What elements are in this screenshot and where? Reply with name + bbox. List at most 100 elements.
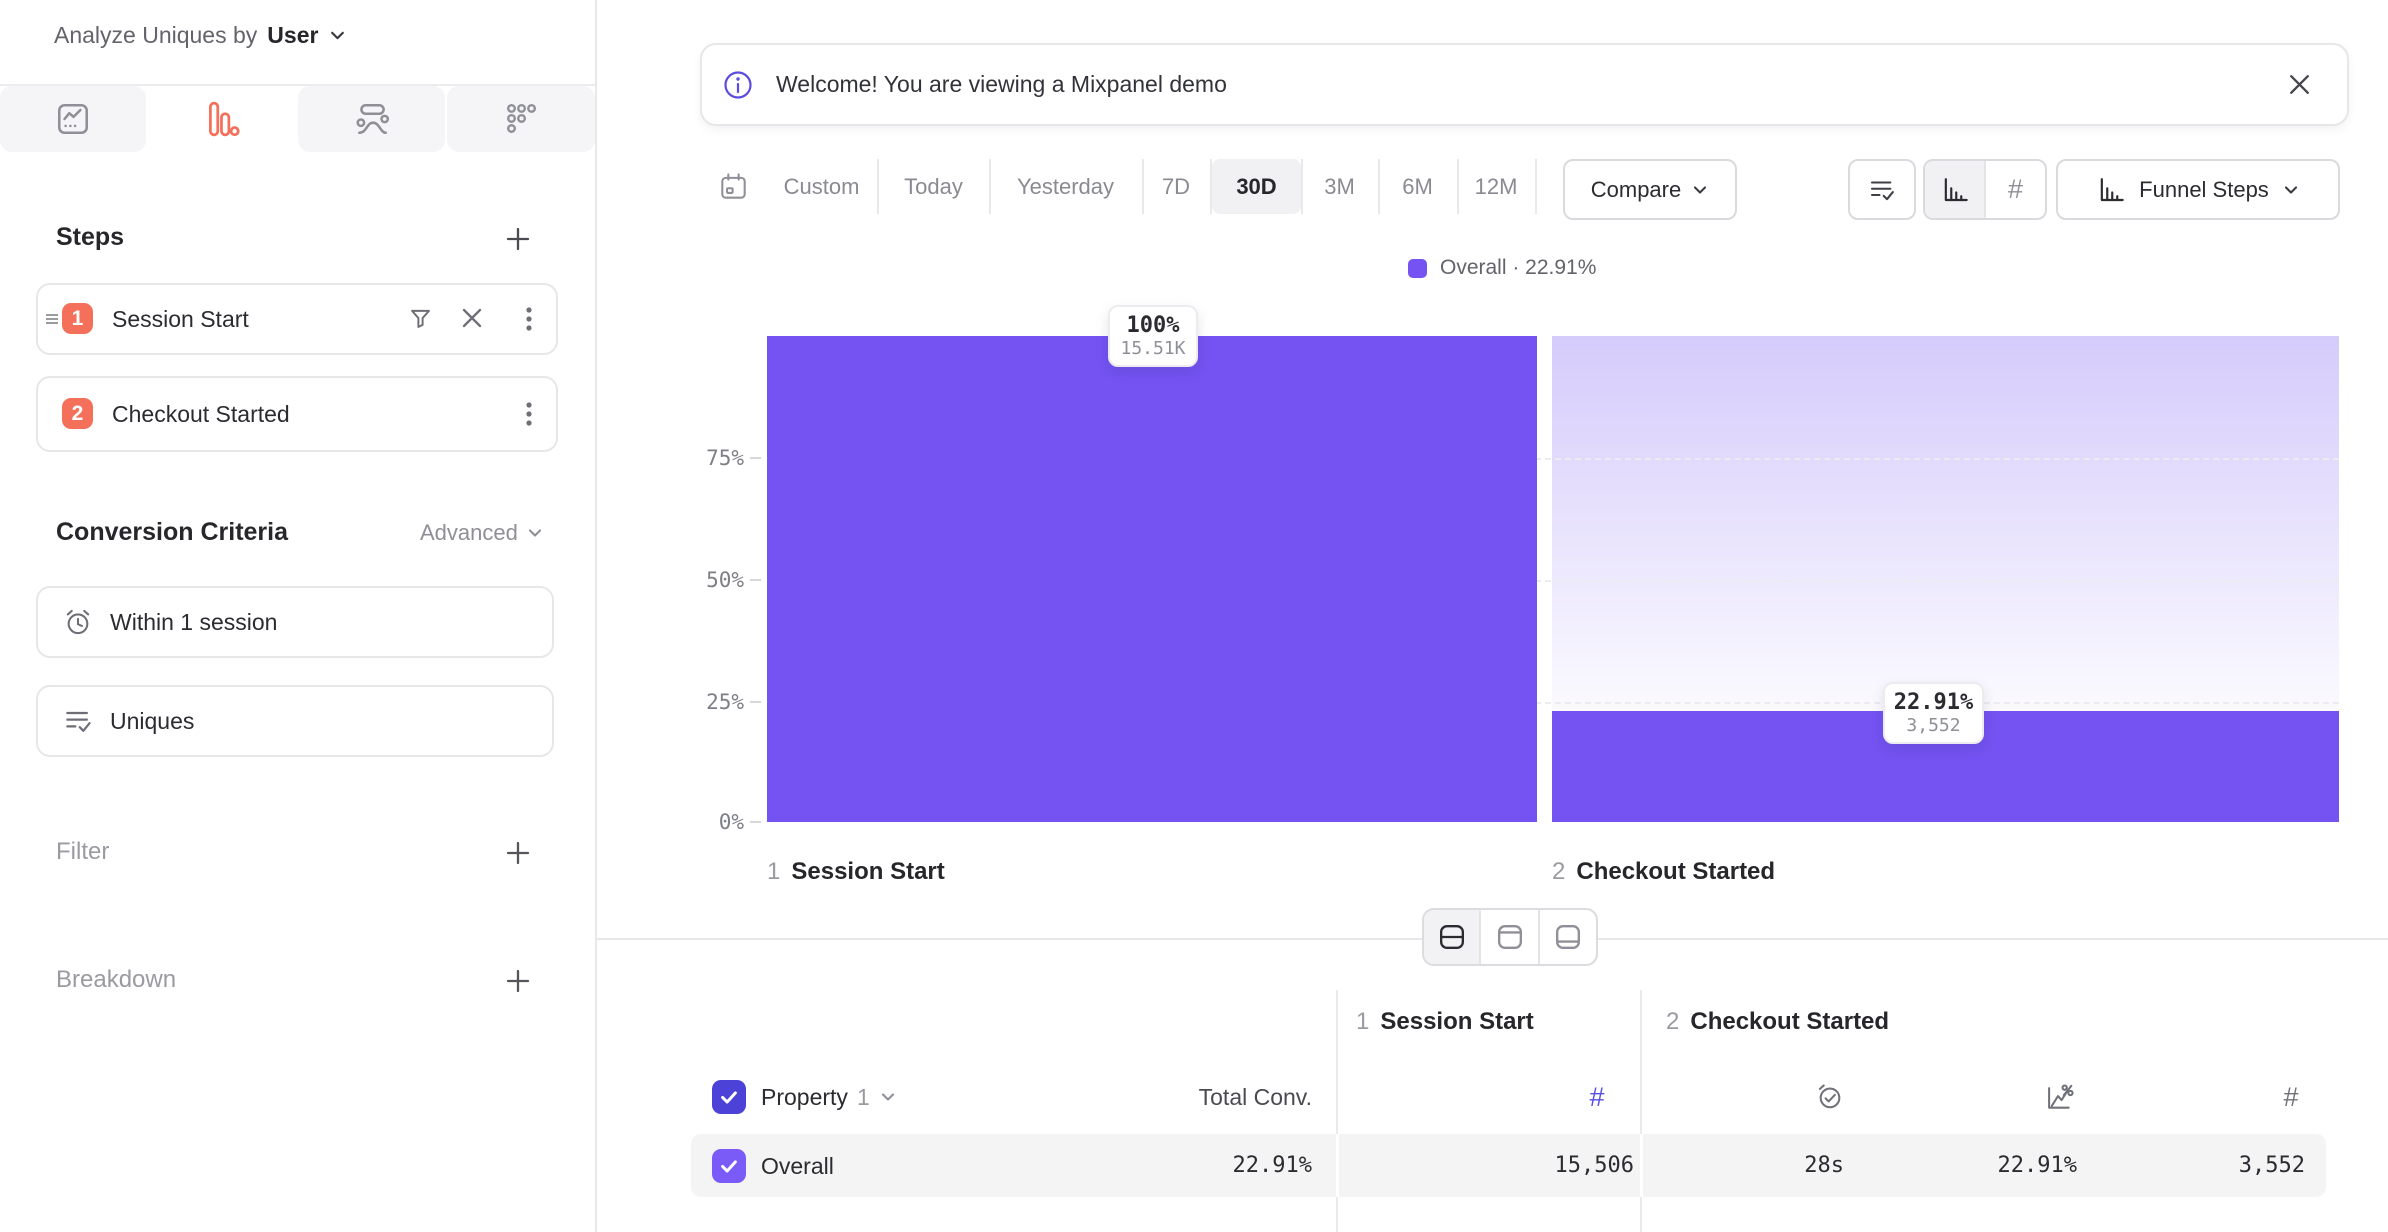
step-filter-icon[interactable]: [407, 305, 434, 332]
range-30d-selected[interactable]: 30D: [1212, 159, 1301, 214]
range-divider: [989, 159, 991, 214]
bar-tooltip-session-start: 100% 15.51K: [1108, 305, 1198, 367]
range-divider: [1457, 159, 1459, 214]
table-column-separator: [1640, 990, 1642, 1232]
y-tick-mark: [750, 701, 761, 703]
layout-split-active[interactable]: [1424, 910, 1480, 964]
range-divider: [1535, 159, 1537, 214]
table-column-separator: [1336, 990, 1338, 1232]
compare-button[interactable]: Compare: [1563, 159, 1737, 220]
drag-handle-icon[interactable]: [44, 311, 60, 327]
conversion-window-label: Within 1 session: [110, 608, 278, 635]
row-separator-gap: [1640, 1134, 1643, 1197]
metrics-list-button[interactable]: [1848, 159, 1916, 220]
add-filter-button[interactable]: [503, 838, 533, 868]
legend-swatch: [1408, 258, 1427, 278]
counting-method-card[interactable]: Uniques: [36, 685, 554, 757]
step-remove-icon[interactable]: [459, 305, 485, 331]
step-card-checkout-started[interactable]: 2 Checkout Started: [36, 376, 558, 452]
tab-flows[interactable]: [298, 86, 445, 152]
advanced-label: Advanced: [420, 520, 518, 545]
compare-label: Compare: [1590, 176, 1682, 202]
time-to-convert-icon[interactable]: [1814, 1081, 1846, 1113]
row-converted: 3,552: [2238, 1153, 2305, 1178]
y-tick-mark: [750, 821, 761, 823]
property-dropdown[interactable]: Property 1: [761, 1080, 897, 1114]
layout-bottom-icon: [1553, 922, 1583, 952]
x-label-index: 2: [1552, 858, 1566, 885]
segment-number[interactable]: #: [1984, 161, 2045, 218]
tab-insights[interactable]: [0, 86, 146, 152]
tooltip-count: 15.51K: [1120, 338, 1186, 359]
group-label: Checkout Started: [1690, 1008, 1890, 1035]
segment-chart-active[interactable]: [1925, 161, 1984, 218]
bar-tooltip-checkout-started: 22.91% 3,552: [1883, 682, 1984, 744]
range-divider: [1142, 159, 1144, 214]
chevron-down-icon: [526, 524, 544, 542]
range-12m[interactable]: 12M: [1474, 173, 1518, 199]
step-number: 1: [71, 306, 84, 330]
step-more-icon[interactable]: [515, 303, 543, 335]
gridline-75: [767, 458, 2339, 460]
funnel-chart: [767, 336, 2339, 822]
bar-session-start[interactable]: [767, 336, 1537, 822]
range-custom[interactable]: Custom: [783, 173, 860, 199]
conversion-rate-icon[interactable]: [2042, 1081, 2074, 1113]
welcome-message: Welcome! You are viewing a Mixpanel demo: [776, 71, 1227, 97]
row-checkbox[interactable]: [712, 1149, 746, 1183]
range-7d[interactable]: 7D: [1161, 173, 1191, 199]
step-number-badge: 2: [62, 398, 93, 429]
legend-label: Overall · 22.91%: [1440, 256, 1597, 279]
step-more-icon[interactable]: [515, 398, 543, 430]
add-breakdown-button[interactable]: [503, 966, 533, 996]
steps-title: Steps: [56, 222, 125, 251]
tab-retention[interactable]: [447, 86, 595, 152]
close-icon[interactable]: [2286, 71, 2313, 98]
conversion-window-card[interactable]: Within 1 session: [36, 586, 554, 658]
funnel-steps-dropdown[interactable]: Funnel Steps: [2056, 159, 2340, 220]
layout-bottom[interactable]: [1537, 910, 1596, 964]
chevron-down-icon: [879, 1088, 897, 1106]
row-time-to-convert: 28s: [1804, 1153, 1844, 1178]
date-range-bar: Custom Today Yesterday 7D 30D 3M 6M 12M: [700, 159, 1560, 214]
layout-top[interactable]: [1479, 910, 1537, 964]
layout-split-icon: [1437, 922, 1467, 952]
tab-funnels-active[interactable]: [148, 86, 296, 152]
group-label: Session Start: [1380, 1008, 1534, 1035]
tooltip-count: 3,552: [1906, 715, 1961, 736]
tooltip-pct: 100%: [1126, 313, 1180, 338]
step-number: 2: [71, 401, 84, 425]
chart-legend[interactable]: Overall · 22.91%: [1408, 252, 1596, 284]
range-today[interactable]: Today: [904, 173, 963, 199]
hash-metric-active[interactable]: #: [1589, 1082, 1605, 1112]
property-index: 1: [856, 1083, 870, 1110]
range-divider: [1378, 159, 1380, 214]
layout-top-icon: [1495, 922, 1525, 952]
y-tick-label: 25%: [706, 690, 744, 714]
select-all-checkbox[interactable]: [712, 1080, 746, 1114]
info-icon: [722, 69, 754, 101]
step-label[interactable]: Session Start: [112, 305, 249, 332]
total-conv-header[interactable]: Total Conv.: [1198, 1084, 1312, 1110]
row-uniques: 15,506: [1554, 1153, 1634, 1178]
calendar-icon[interactable]: [718, 171, 749, 202]
hash-metric[interactable]: #: [2283, 1082, 2299, 1112]
table-group-header-session: 1 Session Start: [1356, 1002, 1534, 1042]
breakdown-title: Breakdown: [56, 966, 177, 993]
sidebar: Analyze Uniques by User: [0, 0, 597, 1232]
report-tabs: [0, 86, 595, 152]
analyze-by-control[interactable]: Analyze Uniques by User: [54, 16, 347, 54]
range-yesterday[interactable]: Yesterday: [1016, 173, 1115, 199]
step-card-session-start[interactable]: 1 Session Start: [36, 283, 558, 355]
analyze-by-value[interactable]: User: [267, 21, 319, 48]
property-label: Property: [761, 1083, 848, 1110]
hash-icon: #: [2007, 174, 2024, 204]
advanced-dropdown[interactable]: Advanced: [420, 518, 544, 548]
range-3m[interactable]: 3M: [1324, 173, 1355, 199]
table-row-overall-bg[interactable]: [691, 1134, 2326, 1197]
step-label[interactable]: Checkout Started: [112, 400, 290, 427]
range-6m[interactable]: 6M: [1402, 173, 1433, 199]
add-step-button[interactable]: [503, 224, 533, 254]
gridline-50: [767, 580, 2339, 582]
